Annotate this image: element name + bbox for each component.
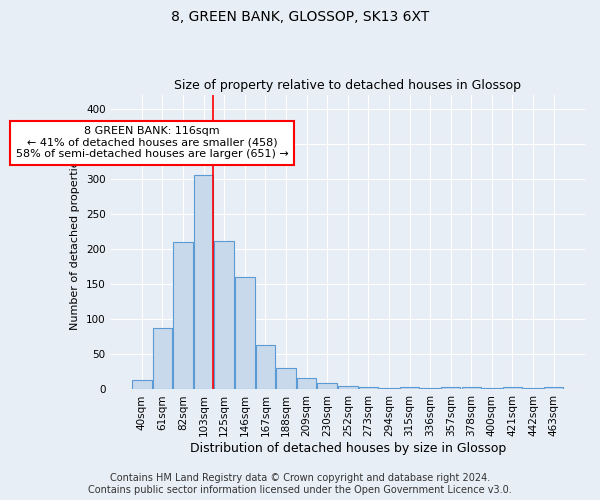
Bar: [317, 383, 337, 390]
Bar: [379, 388, 399, 390]
Bar: [421, 388, 440, 390]
Bar: [297, 378, 316, 390]
Bar: [441, 388, 460, 390]
Bar: [482, 388, 502, 390]
Bar: [173, 242, 193, 390]
Bar: [523, 388, 543, 390]
Text: 8 GREEN BANK: 116sqm
← 41% of detached houses are smaller (458)
58% of semi-deta: 8 GREEN BANK: 116sqm ← 41% of detached h…: [16, 126, 289, 160]
Bar: [214, 240, 234, 390]
Bar: [503, 388, 522, 390]
Text: Contains HM Land Registry data © Crown copyright and database right 2024.
Contai: Contains HM Land Registry data © Crown c…: [88, 474, 512, 495]
Bar: [256, 345, 275, 390]
Bar: [400, 388, 419, 390]
Bar: [544, 388, 563, 390]
Bar: [276, 368, 296, 390]
X-axis label: Distribution of detached houses by size in Glossop: Distribution of detached houses by size …: [190, 442, 506, 455]
Bar: [194, 176, 214, 390]
Title: Size of property relative to detached houses in Glossop: Size of property relative to detached ho…: [174, 79, 521, 92]
Bar: [153, 328, 172, 390]
Bar: [338, 386, 358, 390]
Bar: [235, 277, 254, 390]
Y-axis label: Number of detached properties: Number of detached properties: [70, 154, 80, 330]
Bar: [461, 388, 481, 390]
Bar: [359, 386, 378, 390]
Bar: [132, 380, 152, 390]
Text: 8, GREEN BANK, GLOSSOP, SK13 6XT: 8, GREEN BANK, GLOSSOP, SK13 6XT: [171, 10, 429, 24]
